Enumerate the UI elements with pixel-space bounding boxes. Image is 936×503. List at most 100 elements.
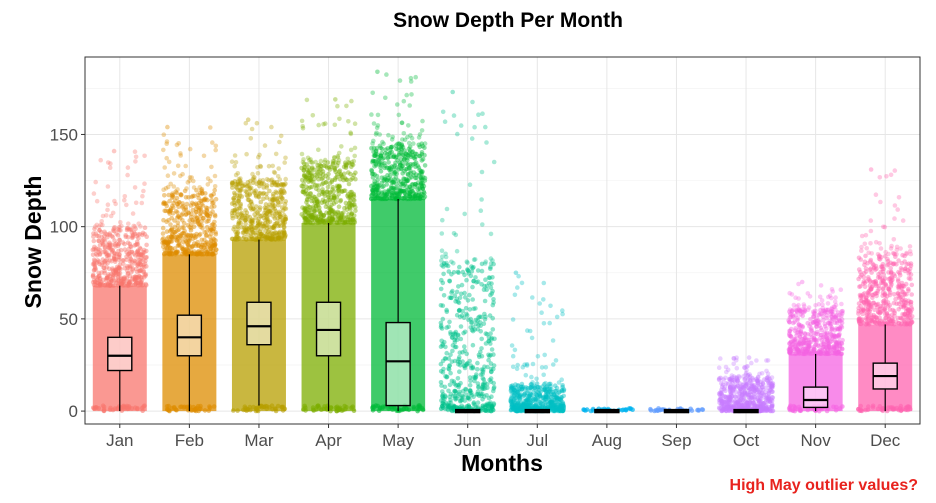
data-point <box>178 153 183 158</box>
data-point <box>824 337 830 342</box>
data-point <box>187 225 193 230</box>
data-point <box>387 150 393 156</box>
data-point <box>182 249 188 255</box>
data-point <box>347 205 353 211</box>
data-point <box>121 261 126 267</box>
data-point <box>208 239 214 244</box>
data-point <box>401 131 407 136</box>
data-point <box>838 287 844 293</box>
data-point <box>333 97 338 102</box>
data-point <box>125 268 130 274</box>
data-point <box>180 245 185 250</box>
data-point <box>763 385 769 391</box>
data-point <box>459 282 465 288</box>
data-point <box>199 189 205 194</box>
data-point <box>95 274 100 280</box>
data-point <box>192 219 198 225</box>
data-point <box>112 225 117 230</box>
data-point <box>407 165 412 171</box>
data-point <box>119 281 125 287</box>
data-point <box>440 405 446 411</box>
data-point <box>385 156 391 161</box>
data-point <box>175 228 180 233</box>
data-point <box>122 241 127 247</box>
data-point <box>197 205 203 211</box>
data-point <box>260 224 266 229</box>
data-point <box>129 259 135 265</box>
data-point <box>204 219 209 224</box>
data-point <box>307 168 312 174</box>
data-point <box>442 119 448 124</box>
data-point <box>462 211 468 217</box>
data-point <box>475 360 480 366</box>
data-point <box>107 243 113 249</box>
data-point <box>460 350 465 355</box>
data-point <box>166 239 172 245</box>
data-point <box>261 233 266 239</box>
data-point <box>560 383 565 388</box>
data-point <box>214 247 219 252</box>
data-point <box>831 332 836 338</box>
data-point <box>550 389 555 395</box>
data-point <box>490 327 496 332</box>
data-point <box>409 175 414 180</box>
data-point <box>119 280 125 286</box>
data-point <box>420 181 426 186</box>
data-point <box>112 238 117 243</box>
data-point <box>134 275 140 280</box>
data-point <box>281 213 287 218</box>
data-point <box>197 231 203 237</box>
data-point <box>91 191 97 196</box>
data-point <box>178 192 184 197</box>
data-point <box>140 252 146 257</box>
data-point <box>477 314 482 320</box>
data-point <box>798 331 803 336</box>
data-point <box>172 229 177 235</box>
data-point <box>751 400 756 406</box>
data-point <box>199 202 204 207</box>
data-point <box>190 233 195 238</box>
data-point <box>186 248 192 254</box>
data-point <box>134 280 139 286</box>
data-point <box>440 109 446 115</box>
data-point <box>408 75 414 81</box>
data-point <box>180 218 185 223</box>
data-point <box>441 271 446 277</box>
data-point <box>90 261 96 267</box>
data-point <box>107 245 113 250</box>
data-point <box>113 257 118 263</box>
data-point <box>469 136 475 141</box>
data-point <box>169 234 174 240</box>
data-point <box>110 234 116 240</box>
data-point <box>896 293 901 299</box>
data-point <box>97 281 102 287</box>
data-point <box>329 178 335 183</box>
data-point <box>211 237 217 242</box>
data-point <box>142 261 148 267</box>
data-point <box>272 196 277 201</box>
data-point <box>113 201 118 207</box>
data-point <box>787 328 792 334</box>
data-point <box>186 237 191 242</box>
data-point <box>416 135 422 140</box>
data-point <box>97 228 102 233</box>
data-point <box>92 226 97 232</box>
data-point <box>467 292 472 298</box>
data-point <box>142 232 148 237</box>
data-point <box>95 246 101 252</box>
data-point <box>257 205 263 210</box>
data-point <box>450 348 455 354</box>
data-point <box>206 216 212 221</box>
data-point <box>204 212 210 218</box>
data-point <box>831 344 837 349</box>
data-point <box>396 141 402 146</box>
data-point <box>174 234 179 240</box>
data-point <box>491 159 497 165</box>
data-point <box>183 238 188 244</box>
data-point <box>188 203 194 208</box>
data-point <box>484 140 489 145</box>
data-point <box>96 224 102 229</box>
data-point <box>125 235 131 240</box>
data-point <box>456 382 462 388</box>
data-point <box>257 152 262 158</box>
